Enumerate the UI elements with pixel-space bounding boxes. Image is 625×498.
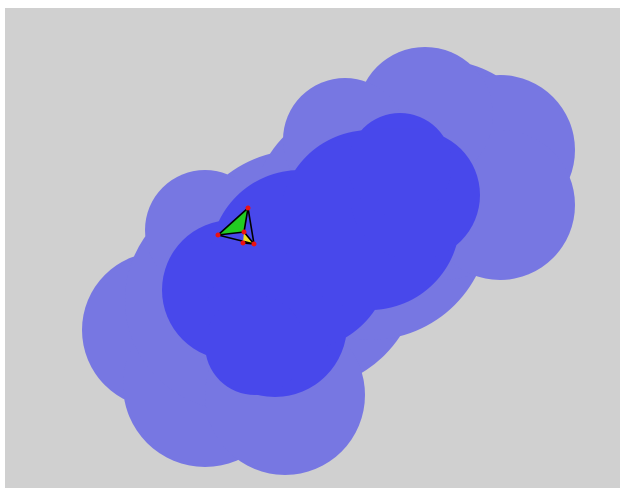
edge xyxy=(217,234,255,245)
edge xyxy=(243,231,255,245)
edge xyxy=(247,207,255,245)
vertex xyxy=(215,232,221,238)
vertices xyxy=(215,205,257,247)
vertex xyxy=(240,240,246,246)
edge xyxy=(217,231,245,236)
surface-sphere xyxy=(348,113,452,217)
edge xyxy=(243,207,249,233)
tetrahedron xyxy=(215,205,257,247)
vertex xyxy=(245,205,251,211)
vertex xyxy=(241,229,247,235)
inner-surface xyxy=(162,113,480,397)
edges xyxy=(217,207,255,245)
surface-sphere xyxy=(205,295,305,395)
vertex xyxy=(251,241,257,247)
edge xyxy=(217,207,249,236)
